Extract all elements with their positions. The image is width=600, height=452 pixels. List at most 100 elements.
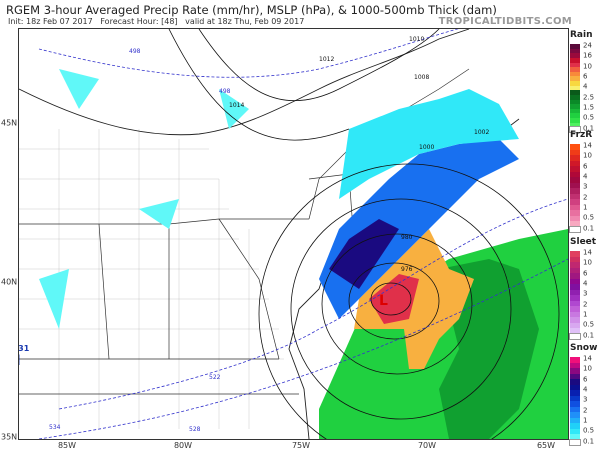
- legend-swatch: [570, 311, 580, 317]
- legend-label: 1.5: [583, 103, 595, 112]
- legend-swatch: [570, 177, 580, 183]
- legend-label: 14: [583, 354, 592, 363]
- legend-label: 14: [583, 248, 592, 257]
- legend-swatch: [570, 384, 580, 390]
- lon-label: 65W: [536, 441, 556, 450]
- legend-label: 4: [583, 279, 588, 288]
- legend-label: 6: [583, 72, 588, 81]
- legend-swatch: [570, 328, 580, 334]
- legend-swatch: [570, 221, 580, 227]
- legend-swatch: [570, 423, 580, 429]
- high-pressure-value: 1031: [19, 344, 30, 353]
- legend-label: 0.1: [583, 437, 595, 446]
- legend-swatch: [570, 273, 580, 279]
- legend-label: 2: [583, 406, 588, 415]
- legend-label: 0.5: [583, 114, 595, 123]
- legend-swatch: [569, 225, 581, 233]
- legend-swatch: [570, 434, 580, 440]
- legend-swatch: [570, 267, 580, 273]
- thickness-label: 528: [189, 426, 201, 433]
- legend-swatch: [570, 199, 580, 205]
- high-pressure-label: H: [19, 353, 21, 369]
- legend-swatch: [570, 295, 580, 301]
- legend-swatch: [570, 188, 580, 194]
- legend-swatch: [570, 417, 580, 423]
- legend-label: 4: [583, 385, 588, 394]
- legend-swatch: [570, 144, 580, 150]
- lat-label: 35N: [1, 432, 18, 442]
- legend-swatch: [570, 256, 580, 262]
- legend-swatch: [570, 262, 580, 268]
- legend-swatch: [570, 62, 580, 68]
- legend-swatch: [570, 251, 580, 257]
- legend-swatch: [570, 118, 580, 123]
- legend-swatch: [570, 90, 580, 95]
- thickness-label: 522: [209, 374, 221, 381]
- legend-swatch: [570, 373, 580, 379]
- legend-swatch: [570, 278, 580, 284]
- legend-label: 2: [583, 193, 588, 202]
- legend-swatch: [570, 160, 580, 166]
- legend-label: 10: [583, 151, 592, 160]
- legend-swatch: [570, 357, 580, 363]
- legend-swatch: [570, 108, 580, 114]
- legend-rain: Rain 24 16 10 6 4 2.5 1.5 0.5 0.1: [569, 30, 600, 135]
- weather-map: L 1031 H 1010 1012 1014 1008 1002 1000 9…: [7, 23, 569, 452]
- legend-swatch: [570, 428, 580, 434]
- legend-swatch: [570, 395, 580, 401]
- legend-title: Rain: [570, 30, 593, 40]
- legend-label: 10: [583, 62, 592, 71]
- legend-swatch: [570, 67, 580, 72]
- legend-swatch: [570, 300, 580, 306]
- legend-swatch: [570, 122, 580, 128]
- legend-title: Sleet: [570, 237, 597, 247]
- legend-label: 1: [583, 416, 588, 425]
- lat-label: 45N: [1, 118, 18, 128]
- legend-label: 1: [583, 203, 588, 212]
- legend-label: 0.1: [583, 124, 595, 133]
- legend-label: 4: [583, 172, 588, 181]
- legend-swatch: [570, 76, 580, 82]
- isobar-label: 1000: [419, 144, 434, 151]
- lon-label: 80W: [173, 441, 193, 450]
- legend-label: 6: [583, 162, 588, 171]
- legend-label: 3: [583, 290, 588, 299]
- isobar-label: 980: [401, 234, 413, 241]
- legend-swatch: [570, 182, 580, 188]
- legend-swatch: [570, 113, 580, 119]
- legend-swatch: [570, 284, 580, 290]
- legend-label: 14: [583, 141, 592, 150]
- legend-swatch: [570, 204, 580, 210]
- legend-swatch: [570, 306, 580, 312]
- isobar-label: 976: [401, 266, 413, 273]
- legend-label: 0.1: [583, 331, 595, 340]
- isobar-label: 1008: [414, 74, 429, 81]
- map-title: RGEM 3-hour Averaged Precip Rate (mm/hr)…: [6, 3, 497, 17]
- legend-label: 0.5: [583, 214, 595, 223]
- legend-label: 3: [583, 396, 588, 405]
- legend-swatch: [570, 48, 580, 54]
- legend-swatch: [570, 317, 580, 323]
- lat-label: 40N: [1, 277, 18, 287]
- map-subtitle: Init: 18z Feb 07 2017 Forecast Hour: [48…: [8, 17, 305, 26]
- legend-swatch: [570, 155, 580, 161]
- legend-label: 1: [583, 310, 588, 319]
- legend-swatch: [569, 438, 581, 446]
- legend-swatch: [570, 104, 580, 109]
- legend-swatch: [570, 322, 580, 328]
- thickness-label: 498: [219, 88, 231, 95]
- legend-label: 0.5: [583, 321, 595, 330]
- legend-label: 2.5: [583, 93, 595, 102]
- legend-swatch: [570, 149, 580, 155]
- legend-swatch: [570, 362, 580, 368]
- legend-swatch: [570, 94, 580, 100]
- brand-watermark: TROPICALTIDBITS.COM: [438, 16, 572, 27]
- isobars: [168, 28, 560, 452]
- isobar-label: 1002: [474, 129, 489, 136]
- legend-swatch: [569, 332, 581, 340]
- legend-swatch: [570, 171, 580, 177]
- legend-label: 24: [583, 41, 592, 50]
- legend-label: 10: [583, 364, 592, 373]
- legend-swatch: [570, 215, 580, 221]
- legend-label: 10: [583, 258, 592, 267]
